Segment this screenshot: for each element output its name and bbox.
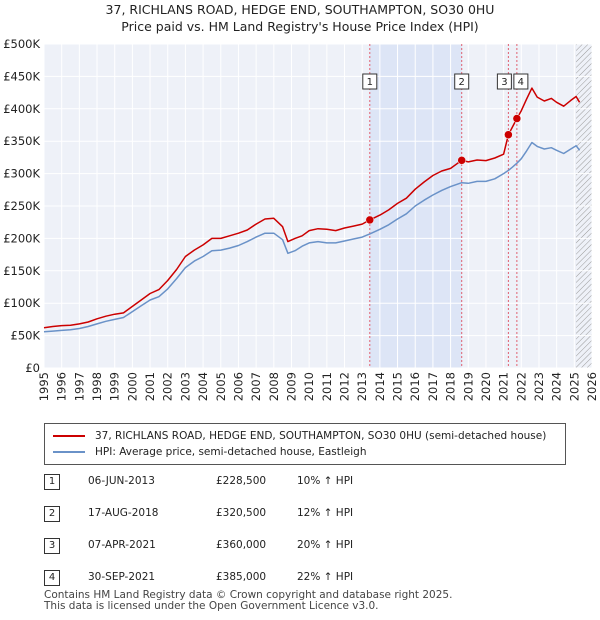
y-tick-label: £150K [3, 264, 40, 278]
sale-point [504, 130, 513, 139]
sale-point [457, 156, 466, 165]
sale-date: 07-APR-2021 [88, 539, 156, 551]
x-tick-label: 1998 [90, 372, 104, 401]
sale-number-badge: 4 [44, 570, 60, 586]
chart-title: 37, RICHLANS ROAD, HEDGE END, SOUTHAMPTO… [105, 2, 495, 17]
x-tick-label: 2026 [585, 372, 599, 401]
sale-price: £360,000 [216, 539, 267, 551]
chart-subtitle: Price paid vs. HM Land Registry's House … [121, 19, 479, 34]
legend: 37, RICHLANS ROAD, HEDGE END, SOUTHAMPTO… [44, 423, 566, 465]
y-tick-label: £300K [3, 167, 40, 181]
hpi-line [43, 141, 581, 333]
x-tick-label: 2010 [302, 372, 316, 401]
sale-number-badge: 1 [44, 474, 60, 490]
price-chart: £0 £50K £100K £150K £200K £250K £300K £350K £400… [3, 38, 599, 401]
sale-point [512, 114, 522, 123]
y-tick-label: £250K [3, 199, 40, 213]
x-tick-label: 2024 [550, 372, 564, 401]
x-tick-label: 2023 [532, 372, 546, 401]
x-tick-label: 2017 [426, 372, 440, 401]
footer: Contains HM Land Registry data © Crown c… [44, 590, 452, 612]
sale-date: 06-JUN-2013 [88, 475, 155, 487]
sale-date: 17-AUG-2018 [88, 507, 159, 519]
x-tick-label: 2007 [249, 372, 263, 401]
sale-date: 30-SEP-2021 [88, 571, 156, 583]
x-tick-label: 2000 [125, 372, 139, 401]
sale-hpi-diff: 22% ↑ HPI [297, 571, 354, 583]
x-tick-label: 2019 [461, 372, 475, 401]
sale-row: 4 30-SEP-2021 £385,000 22% ↑ HPI [44, 570, 564, 590]
y-tick-label: £500K [3, 38, 40, 51]
x-tick-label: 2014 [373, 372, 387, 401]
x-tick-label: 2009 [284, 372, 298, 401]
sale-label-box [496, 73, 512, 90]
sale-label-text: 1 [367, 77, 373, 88]
y-tick-label: £200K [3, 231, 40, 245]
legend-label-property: 37, RICHLANS ROAD, HEDGE END, SOUTHAMPTO… [95, 430, 547, 442]
sale-row: 1 06-JUN-2013 £228,500 10% ↑ HPI [44, 474, 564, 494]
x-tick-label: 1999 [108, 372, 122, 401]
y-tick-label: £0 [25, 361, 40, 375]
x-tick-label: 2003 [178, 372, 192, 401]
sale-price: £228,500 [216, 475, 267, 487]
y-tick-label: £50K [11, 329, 41, 343]
sale-number-badge: 3 [44, 538, 60, 554]
x-tick-label: 2013 [355, 372, 369, 401]
sale-hpi-diff: 12% ↑ HPI [297, 507, 354, 519]
sale-label-box [513, 73, 529, 90]
sale-label-box [454, 73, 470, 90]
x-tick-label: 2021 [497, 372, 511, 401]
footer-licence: This data is licensed under the Open Gov… [44, 600, 379, 612]
sale-label-text: 3 [501, 77, 507, 88]
x-tick-label: 1997 [72, 372, 86, 401]
x-tick-label: 2002 [161, 372, 175, 401]
x-tick-label: 2022 [514, 372, 528, 401]
x-tick-label: 2006 [231, 372, 245, 401]
x-tick-label: 2015 [391, 372, 405, 401]
x-tick-label: 2004 [196, 372, 210, 401]
x-tick-label: 2020 [479, 372, 493, 401]
x-tick-label: 2001 [143, 372, 157, 401]
x-tick-label: 2011 [320, 372, 334, 401]
sale-row: 3 07-APR-2021 £360,000 20% ↑ HPI [44, 538, 564, 558]
legend-swatch-property [53, 435, 85, 437]
y-tick-label: £400K [3, 102, 40, 116]
legend-label-hpi: HPI: Average price, semi-detached house,… [95, 446, 367, 458]
sale-label-text: 4 [518, 77, 524, 88]
sale-price: £320,500 [216, 507, 267, 519]
x-tick-label: 1996 [55, 372, 69, 401]
x-tick-label: 2012 [338, 372, 352, 401]
legend-item-property: 37, RICHLANS ROAD, HEDGE END, SOUTHAMPTO… [53, 430, 546, 442]
footer-copyright: Contains HM Land Registry data © Crown c… [44, 589, 453, 601]
x-tick-label: 2018 [444, 372, 458, 401]
sale-number-badge: 2 [44, 506, 60, 522]
x-tick-label: 2005 [214, 372, 228, 401]
x-tick-label: 1995 [37, 372, 51, 401]
sale-hpi-diff: 10% ↑ HPI [297, 475, 354, 487]
legend-swatch-hpi [53, 451, 85, 453]
sale-label-text: 2 [459, 77, 465, 88]
y-tick-label: £450K [3, 69, 40, 83]
x-tick-label: 2025 [567, 372, 581, 401]
sale-hpi-diff: 20% ↑ HPI [297, 539, 354, 551]
x-tick-label: 2008 [267, 372, 281, 401]
sale-price: £385,000 [216, 571, 267, 583]
sale-row: 2 17-AUG-2018 £320,500 12% ↑ HPI [44, 506, 564, 526]
y-tick-label: £350K [3, 134, 40, 148]
x-tick-label: 2016 [408, 372, 422, 401]
y-tick-label: £100K [3, 296, 40, 310]
legend-item-hpi: HPI: Average price, semi-detached house,… [53, 446, 367, 458]
sale-point [365, 215, 375, 225]
sale-label-box [362, 73, 378, 90]
